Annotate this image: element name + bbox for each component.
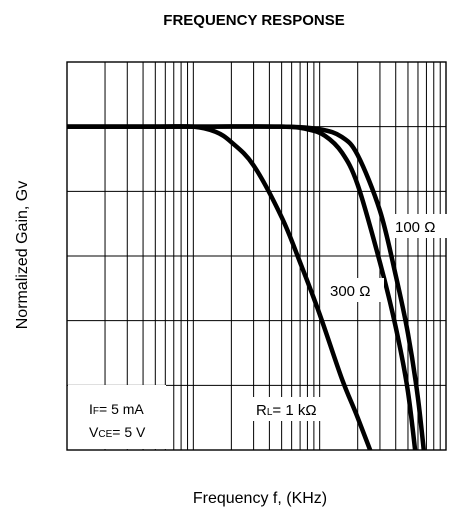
condition-0-symbol: I [89, 401, 93, 417]
chart-title: FREQUENCY RESPONSE [163, 12, 344, 29]
series-label-0-symbol: R [256, 402, 267, 419]
conditions-bg [68, 385, 166, 449]
condition-1: VCE= 5 V [89, 424, 146, 440]
series-label-0: RL= 1 kΩ [256, 402, 317, 419]
series-label-2-text: 100 Ω [395, 219, 435, 236]
series-label-bg-0 [252, 397, 338, 421]
series-line-2 [67, 124, 427, 450]
series-label-2: 100 Ω [395, 219, 435, 236]
condition-1-symbol: V [89, 424, 99, 440]
plot-frame [66, 61, 447, 451]
curves [67, 124, 427, 450]
series-label-0-text: = 1 kΩ [272, 402, 316, 419]
y-axis-label: Normalized Gain, Gv [14, 181, 31, 330]
condition-1-text: = 5 V [112, 424, 146, 440]
condition-0-subscript: F [93, 406, 99, 417]
x-axis-label: Frequency f, (KHz) [193, 490, 327, 507]
series-label-1-text: 300 Ω [330, 283, 370, 300]
series-label-bg-1 [328, 278, 384, 302]
condition-0-text: = 5 mA [99, 401, 144, 417]
series-label-0-subscript: L [267, 407, 273, 418]
series-label-bg-2 [393, 214, 447, 238]
series-label-1: 300 Ω [330, 283, 370, 300]
condition-1-subscript: CE [98, 429, 112, 440]
condition-0: IF= 5 mA [89, 401, 144, 417]
